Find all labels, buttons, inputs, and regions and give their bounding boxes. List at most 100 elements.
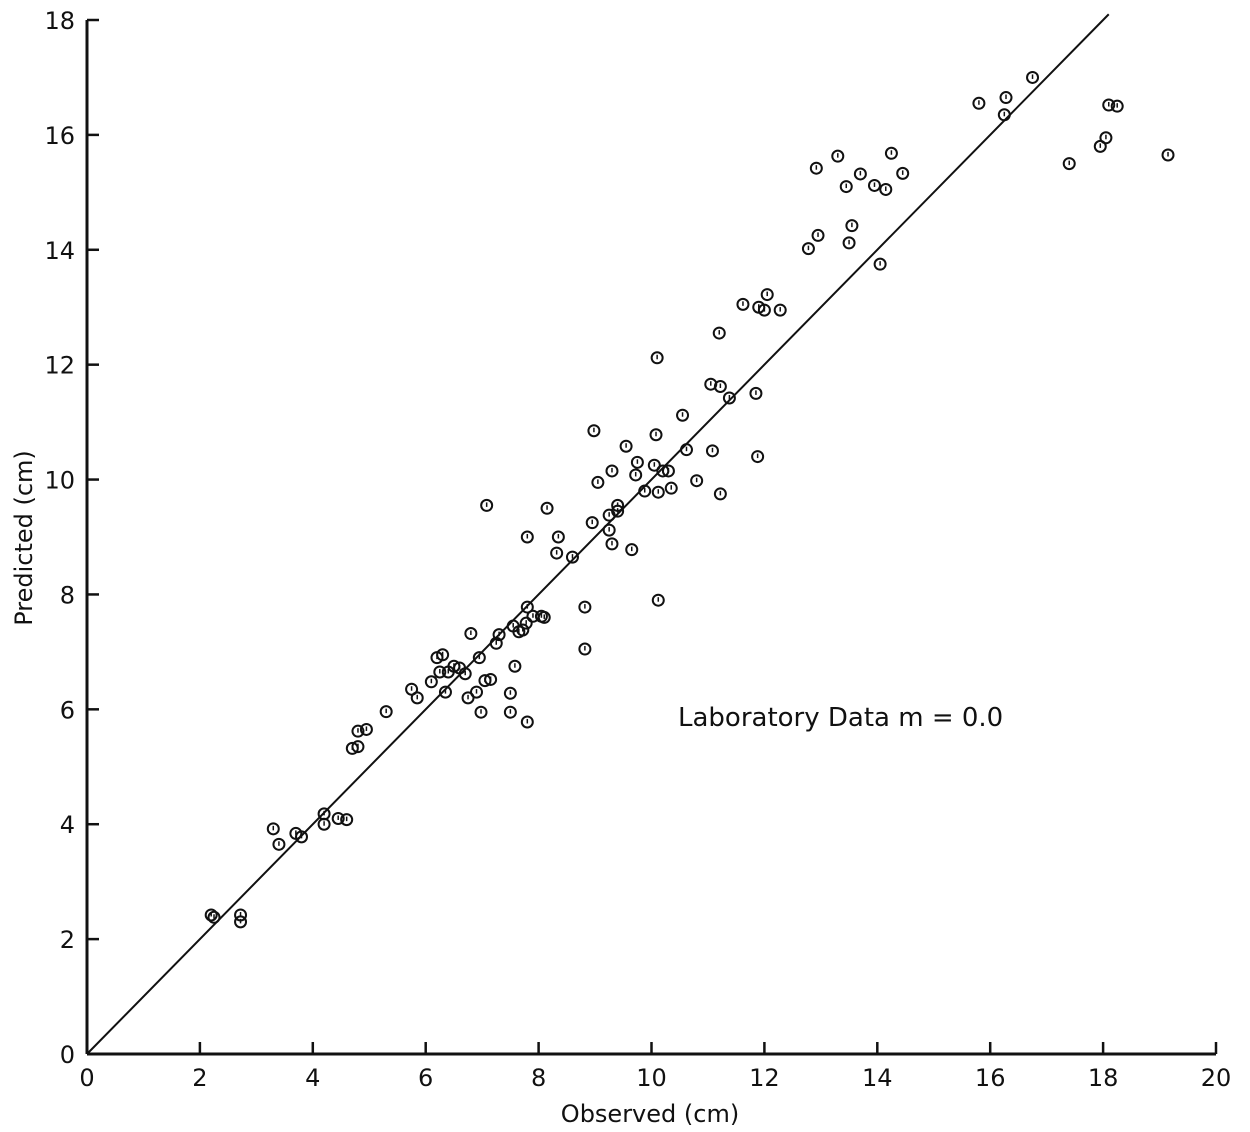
data-point (649, 428, 663, 442)
data-point (578, 642, 592, 656)
data-point (651, 485, 665, 499)
data-point (340, 813, 354, 827)
data-point (736, 297, 750, 311)
reference-line (86, 13, 1110, 1055)
data-point (1026, 70, 1040, 84)
data-point (713, 487, 727, 501)
data-point (757, 303, 771, 317)
data-point (492, 628, 506, 642)
data-point (879, 182, 893, 196)
data-point (602, 523, 616, 537)
data-point (295, 830, 309, 844)
x-axis-title: Observed (cm) (561, 1100, 739, 1128)
data-point (520, 600, 534, 614)
data-point (410, 691, 424, 705)
data-point (331, 811, 345, 825)
data-point (489, 636, 503, 650)
data-point (540, 501, 554, 515)
data-point (679, 443, 693, 457)
data-point (999, 91, 1013, 105)
x-tick-label: 10 (636, 1064, 667, 1092)
x-tick-label: 2 (192, 1064, 207, 1092)
data-point (351, 740, 365, 754)
data-point (464, 627, 478, 641)
data-point (585, 516, 599, 530)
y-tick-label: 8 (60, 581, 75, 609)
data-points (204, 70, 1175, 929)
data-point (676, 408, 690, 422)
y-tick-label: 10 (44, 467, 75, 495)
data-point (690, 474, 704, 488)
data-point (896, 166, 910, 180)
data-point (1110, 99, 1124, 113)
data-point (474, 705, 488, 719)
data-point (972, 96, 986, 110)
data-point (650, 351, 664, 365)
y-tick-label: 0 (60, 1041, 75, 1069)
x-tick-label: 18 (1088, 1064, 1119, 1092)
data-point (503, 686, 517, 700)
data-point (842, 236, 856, 250)
data-point (472, 651, 486, 665)
y-tick-label: 6 (60, 696, 75, 724)
data-point (773, 303, 787, 317)
data-point (801, 242, 815, 256)
data-point (884, 146, 898, 160)
data-point (234, 915, 248, 929)
x-tick-label: 4 (305, 1064, 320, 1092)
x-tick-label: 12 (749, 1064, 780, 1092)
data-point (503, 705, 517, 719)
data-point (438, 685, 452, 699)
data-point (272, 837, 286, 851)
data-point (436, 648, 450, 662)
data-point (611, 498, 625, 512)
data-point (1062, 157, 1076, 171)
data-point (519, 616, 533, 630)
data-point (266, 822, 280, 836)
data-point (520, 715, 534, 729)
data-point (722, 391, 736, 405)
data-point (351, 724, 365, 738)
y-tick-label: 18 (44, 7, 75, 35)
data-point (480, 498, 494, 512)
y-axis-title: Predicted (cm) (10, 450, 38, 626)
y-tick-label: 14 (44, 237, 75, 265)
data-point (537, 610, 551, 624)
data-point (705, 444, 719, 458)
data-point (605, 464, 619, 478)
data-point (638, 484, 652, 498)
data-point (619, 439, 633, 453)
data-point (713, 379, 727, 393)
data-point (845, 219, 859, 233)
data-point (1102, 98, 1116, 112)
data-point (508, 659, 522, 673)
data-point (661, 464, 675, 478)
data-point (760, 288, 774, 302)
data-point (997, 108, 1011, 122)
data-point (873, 257, 887, 271)
data-point (1161, 148, 1175, 162)
data-point (470, 685, 484, 699)
x-tick-label: 6 (418, 1064, 433, 1092)
x-tick-label: 0 (79, 1064, 94, 1092)
data-point (379, 705, 393, 719)
y-tick-label: 4 (60, 811, 75, 839)
data-point (551, 530, 565, 544)
data-point (749, 386, 763, 400)
data-point (831, 149, 845, 163)
data-point (853, 167, 867, 181)
data-point (484, 672, 498, 686)
data-point (629, 468, 643, 482)
axes: 0 2 4 6 8 10 12 14 16 18 20 0 2 4 6 8 10 12 14 16 18 (44, 7, 1231, 1092)
data-point (359, 722, 373, 736)
data-point (712, 326, 726, 340)
data-point (811, 228, 825, 242)
data-point (867, 178, 881, 192)
data-point (625, 543, 639, 557)
reference-line-group (86, 13, 1110, 1055)
data-point (587, 424, 601, 438)
data-point (664, 481, 678, 495)
data-point (630, 455, 644, 469)
